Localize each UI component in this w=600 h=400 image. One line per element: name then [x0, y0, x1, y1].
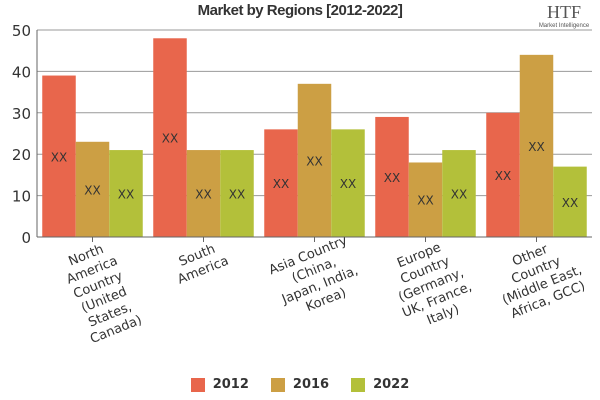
data-label: XX [273, 177, 289, 191]
bar-2016 [186, 150, 221, 237]
bar-2012 [153, 38, 187, 237]
bar-2016 [75, 141, 110, 237]
data-label: XX [229, 188, 245, 202]
legend-label: 2012 [212, 377, 249, 392]
data-label: XX [195, 188, 211, 202]
bar-2022 [220, 150, 254, 237]
data-label: XX [84, 183, 100, 197]
data-label: XX [451, 188, 467, 202]
bar-2012 [264, 129, 298, 237]
data-label: XX [340, 177, 356, 191]
legend-swatch [351, 377, 366, 392]
y-tick-label: 30 [12, 105, 31, 123]
y-tick-label: 10 [12, 188, 31, 206]
legend-item-2016: 2016 [270, 377, 330, 392]
x-tick-label: OtherCountry(Middle East,Africa, GCC) [488, 233, 590, 323]
x-tick-label: EuropeCountry(Germany,UK, France,Italy) [382, 235, 480, 336]
data-label: XX [51, 150, 67, 164]
y-tick-label: 50 [12, 22, 31, 40]
logo-text: HTF [546, 2, 581, 22]
bar-2022 [109, 150, 143, 237]
chart-title: Market by Regions [2012-2022] [197, 2, 403, 19]
data-label: XX [162, 132, 178, 146]
bar-2016 [519, 54, 554, 238]
data-label: XX [118, 188, 134, 202]
bar-2016 [408, 162, 443, 237]
legend: 2012 2016 2022 [0, 377, 600, 392]
data-label: XX [528, 140, 544, 154]
data-label: XX [495, 169, 511, 183]
bar-2012 [42, 75, 76, 237]
bar-2012 [375, 116, 409, 237]
y-tick-label: 0 [21, 229, 31, 247]
x-tick-label: Asia Country(China,Japan, India,Korea) [267, 233, 368, 323]
bar-2022 [442, 150, 476, 237]
bar-2022 [553, 166, 587, 237]
data-label: XX [417, 194, 433, 208]
legend-label: 2016 [292, 377, 330, 392]
bar-2022 [331, 129, 365, 237]
legend-item-2022: 2022 [351, 377, 409, 392]
x-tick-label: SouthAmerica [170, 239, 231, 288]
bar-2016 [297, 83, 332, 237]
y-tick-label: 40 [12, 63, 31, 81]
data-label: XX [306, 154, 322, 168]
htf-logo: HTF Market Intelligence [534, 2, 594, 29]
y-tick-label: 20 [12, 146, 31, 164]
bar-2012 [486, 112, 520, 237]
legend-swatch [270, 377, 285, 392]
legend-swatch [190, 377, 205, 392]
logo-subtext: Market Intelligence [538, 23, 590, 29]
legend-item-2012: 2012 [190, 377, 249, 392]
legend-label: 2022 [373, 377, 410, 392]
x-tick-label: NorthAmericaCountry(UnitedStates,Canada) [58, 239, 144, 348]
data-label: XX [384, 171, 400, 185]
data-label: XX [562, 196, 578, 210]
